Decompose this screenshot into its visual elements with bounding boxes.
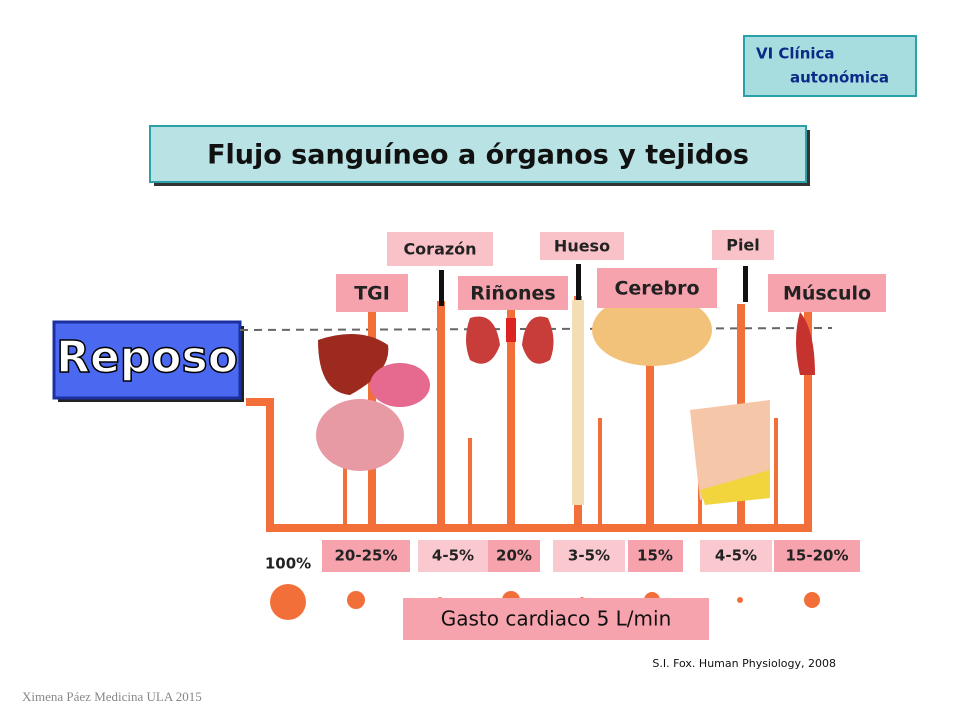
flow-label: 3-5% <box>568 547 610 565</box>
output-box <box>403 598 709 640</box>
flow-label: 4-5% <box>432 547 474 565</box>
tag-box <box>743 35 917 97</box>
tag-line: VI Clínica <box>756 45 835 63</box>
tag-line: autonómica <box>790 69 889 87</box>
flow-labels: 100% 20-25% 4-5% 20% 3-5% 15% 4-5% 15-20… <box>265 540 860 573</box>
state-label: Reposo <box>56 332 238 383</box>
footer: Ximena Páez Medicina ULA 2015 <box>22 689 202 704</box>
cardiac-output: Gasto cardiaco 5 L/min <box>441 607 672 631</box>
flow-label: 15-20% <box>785 547 848 565</box>
flow-label: 20-25% <box>334 547 397 565</box>
state-button <box>52 320 242 400</box>
title: Flujo sanguíneo a órganos y tejidos <box>207 140 749 171</box>
markers <box>439 264 748 306</box>
organ-label: Corazón <box>403 240 476 259</box>
flow-label: 20% <box>496 547 532 565</box>
organ-label: Piel <box>726 236 760 255</box>
flow-label: 4-5% <box>715 547 757 565</box>
organ-label: Cerebro <box>614 278 699 300</box>
flow-label: 15% <box>637 547 673 565</box>
organ-labels: TGI Corazón Riñones Hueso Cerebro Piel M… <box>336 230 886 312</box>
citation: S.I. Fox. Human Physiology, 2008 <box>652 657 836 670</box>
title-box <box>149 125 807 183</box>
organ-art <box>316 294 815 505</box>
organ-label: TGI <box>354 283 390 305</box>
organ-label: Riñones <box>470 283 555 305</box>
flow-label: 100% <box>265 555 311 573</box>
organ-label: Hueso <box>554 237 610 256</box>
organ-label: Músculo <box>783 283 871 305</box>
